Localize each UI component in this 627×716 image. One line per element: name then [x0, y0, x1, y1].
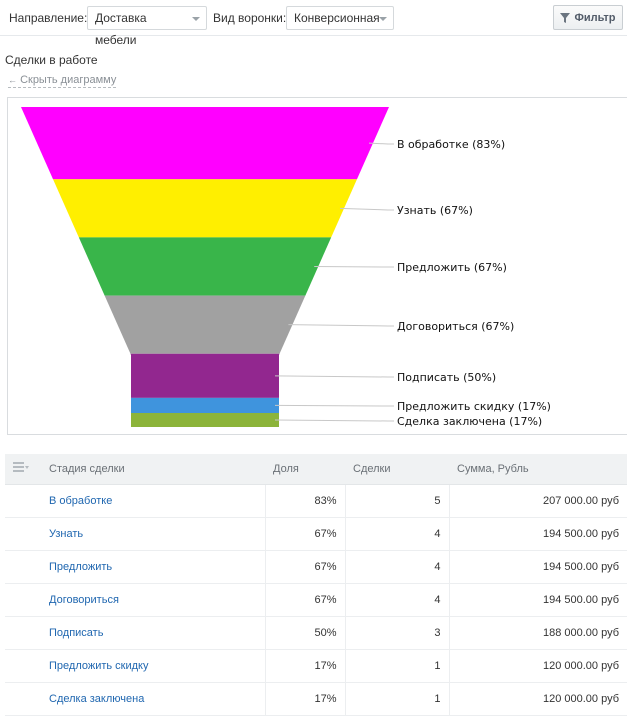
- funnel-stage-label: Подписать (50%): [397, 371, 496, 384]
- funnel-leader-line: [314, 265, 394, 268]
- menu-icon[interactable]: [13, 462, 29, 475]
- funnel-leader-line: [274, 404, 394, 407]
- funnel-leader-line: [288, 324, 394, 327]
- funnel-segment: [104, 295, 306, 354]
- header-stage[interactable]: Стадия сделки: [41, 454, 265, 485]
- sum-cell: 188 000.00 руб: [448, 616, 627, 650]
- table-row: Предложить скидку 17% 1 120 000.00 руб: [5, 649, 627, 683]
- funnel-stage-label: Узнать (67%): [397, 204, 473, 217]
- filter-toolbar: Направление: Доставка мебели Вид воронки…: [0, 0, 627, 47]
- share-cell: 67%: [264, 517, 345, 551]
- filter-button-label: Фильтр: [574, 11, 616, 24]
- funnel-stage-label: Предложить скидку (17%): [397, 400, 551, 413]
- direction-label: Направление:: [9, 11, 88, 25]
- filter-button[interactable]: Фильтр: [553, 5, 623, 30]
- table-row: Сделка заключена 17% 1 120 000.00 руб: [5, 682, 627, 716]
- sum-cell: 194 500.00 руб: [448, 583, 627, 617]
- deals-cell: 5: [344, 484, 449, 518]
- stage-link[interactable]: Сделка заключена: [49, 692, 145, 705]
- funnel-leader-line: [274, 375, 394, 378]
- sum-cell: 120 000.00 руб: [448, 649, 627, 683]
- funnel-stage-label: Сделка заключена (17%): [397, 415, 542, 428]
- section-title: Сделки в работе: [5, 53, 98, 67]
- sum-cell: 120 000.00 руб: [448, 682, 627, 716]
- funnel-segment: [131, 397, 279, 413]
- chevron-down-icon: [192, 17, 200, 21]
- funnel-chart: В обработке (83%) Узнать (67%) Предложить …: [7, 97, 627, 435]
- chevron-down-icon: [379, 17, 387, 21]
- sum-cell: 194 500.00 руб: [448, 550, 627, 584]
- table-row: Предложить 67% 4 194 500.00 руб: [5, 550, 627, 584]
- direction-select[interactable]: Доставка мебели: [87, 6, 207, 47]
- deals-cell: 4: [344, 583, 449, 617]
- table-row: Договориться 67% 4 194 500.00 руб: [5, 583, 627, 617]
- share-cell: 17%: [264, 649, 345, 683]
- table-row: Узнать 67% 4 194 500.00 руб: [5, 517, 627, 551]
- sum-cell: 194 500.00 руб: [448, 517, 627, 551]
- share-cell: 67%: [264, 583, 345, 617]
- funnel-type-label: Вид воронки:: [213, 11, 287, 25]
- collapse-arrow-icon: ←: [8, 75, 17, 85]
- funnel-stage-label: Предложить (67%): [397, 261, 507, 274]
- share-cell: 83%: [264, 484, 345, 518]
- funnel-segment: [21, 107, 389, 180]
- stages-table: Стадия сделки Доля Сделки Сумма, Рубль В…: [5, 454, 627, 716]
- deals-cell: 4: [344, 550, 449, 584]
- stage-link[interactable]: Узнать: [49, 527, 84, 540]
- stage-link[interactable]: Договориться: [49, 593, 119, 606]
- funnel-segment: [53, 179, 357, 238]
- funnel-chart-svg: В обработке (83%) Узнать (67%) Предложить …: [21, 107, 551, 428]
- table-row: В обработке 83% 5 207 000.00 руб: [5, 484, 627, 518]
- share-cell: 67%: [264, 550, 345, 584]
- hide-chart-label: Скрыть диаграмму: [20, 74, 117, 86]
- sum-cell: 207 000.00 руб: [448, 484, 627, 518]
- funnel-leader-line: [368, 142, 394, 145]
- hide-chart-link[interactable]: ← Скрыть диаграмму: [8, 73, 117, 88]
- stage-link[interactable]: В обработке: [49, 494, 113, 507]
- share-cell: 17%: [264, 682, 345, 716]
- share-cell: 50%: [264, 616, 345, 650]
- funnel-stage-label: В обработке (83%): [397, 138, 505, 151]
- column-settings-cell[interactable]: [5, 454, 41, 485]
- funnel-segment: [131, 412, 279, 427]
- header-deals[interactable]: Сделки: [345, 454, 449, 485]
- deals-cell: 1: [344, 682, 449, 716]
- funnel-segment: [130, 353, 280, 398]
- funnel-type-select[interactable]: Конверсионная: [286, 6, 394, 30]
- funnel-type-select-value: Конверсионная: [294, 11, 380, 25]
- deals-cell: 1: [344, 649, 449, 683]
- stage-link[interactable]: Предложить скидку: [49, 659, 149, 672]
- table-row: Подписать 50% 3 188 000.00 руб: [5, 616, 627, 650]
- deals-cell: 4: [344, 517, 449, 551]
- direction-select-value: Доставка мебели: [95, 11, 147, 47]
- funnel-stage-label: Договориться (67%): [397, 320, 514, 333]
- filter-icon: [560, 12, 571, 23]
- stage-link[interactable]: Подписать: [49, 626, 104, 639]
- header-sum[interactable]: Сумма, Рубль: [449, 454, 627, 485]
- stage-link[interactable]: Предложить: [49, 560, 113, 573]
- header-share[interactable]: Доля: [265, 454, 345, 485]
- funnel-leader-line: [274, 419, 394, 422]
- funnel-leader-line: [340, 207, 394, 211]
- deals-cell: 3: [344, 616, 449, 650]
- funnel-segment: [78, 237, 332, 296]
- table-header-row: Стадия сделки Доля Сделки Сумма, Рубль: [5, 454, 627, 485]
